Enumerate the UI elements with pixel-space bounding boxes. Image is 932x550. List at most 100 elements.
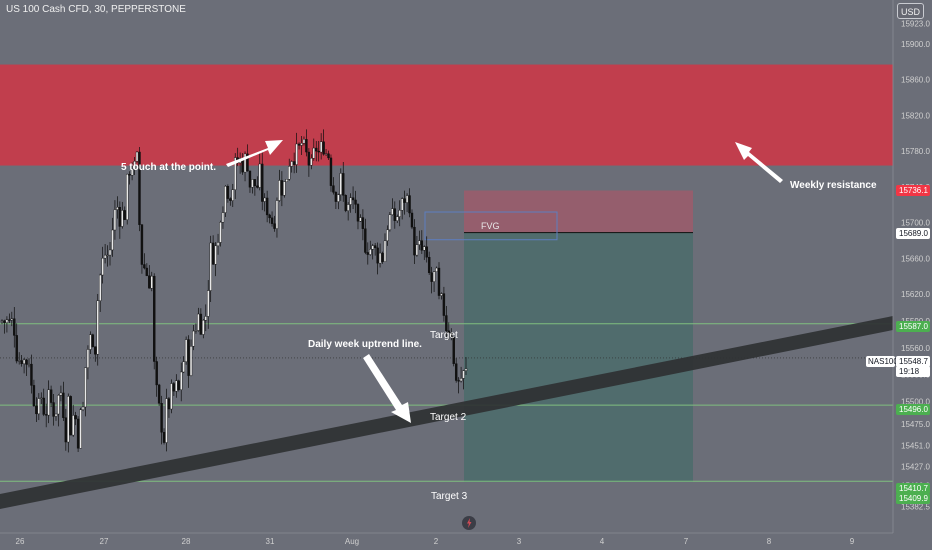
candle-body [349,197,352,205]
candle-body [71,415,75,436]
candle-body [130,169,134,176]
x-tick-label: 3 [517,537,522,546]
price-axis-panel [893,0,932,550]
candle-body [337,194,340,202]
candle-body [423,246,426,251]
candle-body [3,320,6,323]
candle-body [111,229,114,251]
fvg-label: FVG [481,221,500,231]
candle-body [91,334,95,347]
y-tick-label: 15382.5 [901,503,930,512]
candle-body [177,380,180,390]
candle-body [108,249,112,256]
x-tick-label: 8 [767,537,772,546]
candle-body [140,224,144,265]
candle-body [462,370,465,379]
annotation-five-touch: 5 touch at the point. [121,162,216,173]
candle-body [27,363,31,366]
replay-icon[interactable] [462,516,476,530]
y-tick-label: 15860.0 [901,76,930,85]
y-tick-label: 15451.0 [901,441,930,450]
target-1-label: Target [430,330,458,341]
candle-body [258,163,261,188]
y-tick-label: 15620.0 [901,290,930,299]
y-tick-label: 15427.0 [901,463,930,472]
candle-body [5,319,9,323]
candle-body [0,320,4,322]
candle-body [22,359,26,364]
candle-body [270,217,274,224]
candle-body [8,319,11,321]
candle-body [84,367,87,408]
candle-body [32,385,36,407]
price-badge-5: 15410.7 [896,483,930,494]
candle-body [440,293,443,296]
candle-body [373,245,377,249]
candle-body [49,389,53,403]
x-tick-label: 4 [600,537,605,546]
candle-body [216,242,220,247]
candle-body [214,245,217,265]
price-badge-3: 15587.0 [896,321,930,332]
current-price-badge: 15548.7 [896,356,930,367]
candle-body [297,143,301,146]
candle-body [79,409,82,449]
annotation-weekly-resistance: Weekly resistance [790,180,877,191]
y-tick-label: 15475.0 [901,420,930,429]
candle-body [10,318,14,321]
x-tick-label: 2 [434,537,439,546]
weekly-resistance-arrow [735,142,783,183]
candle-body [251,179,254,188]
candle-body [15,335,18,362]
candle-body [391,208,394,215]
candle-body [427,257,431,273]
currency-button[interactable]: USD [897,3,924,19]
candle-body [202,320,205,335]
x-tick-label: 28 [182,537,191,546]
y-tick-label: 15500.0 [901,397,930,406]
candle-body [170,383,173,410]
candle-body [447,330,451,334]
candle-body [408,195,411,214]
candle-body [405,195,409,203]
y-tick-label: 15560.0 [901,344,930,353]
candle-body [74,415,77,420]
candle-body [425,246,428,258]
candle-body [403,198,406,203]
candle-body [305,139,308,153]
candle-body [128,173,131,176]
candle-body [13,318,16,336]
chart-title: US 100 Cash CFD, 30, PEPPERSTONE [6,4,186,15]
candle-body [415,244,419,256]
candle-body [396,216,399,221]
candle-body [69,396,72,436]
candle-body [312,147,315,159]
uptrend-channel-band[interactable] [0,316,893,509]
candle-body [160,403,163,433]
candle-body [366,252,369,255]
candle-body [327,153,330,159]
candle-body [155,361,158,386]
candle-body [99,274,102,301]
candle-body [342,173,345,196]
candle-body [268,214,271,219]
candle-body [121,210,124,227]
candle-body [351,197,355,201]
candle-body [145,267,149,276]
countdown-badge: 19:18 [896,366,930,377]
candle-body [332,185,335,193]
candle-body [17,360,21,362]
candle-body [37,398,41,415]
x-tick-label: 26 [16,537,25,546]
candle-body [371,245,374,250]
candle-body [464,368,468,371]
uptrend-channel[interactable] [0,316,893,509]
candle-body [398,210,401,217]
candle-body [59,392,63,396]
candle-body [457,380,460,382]
candle-body [329,157,333,186]
candle-body [459,378,463,382]
